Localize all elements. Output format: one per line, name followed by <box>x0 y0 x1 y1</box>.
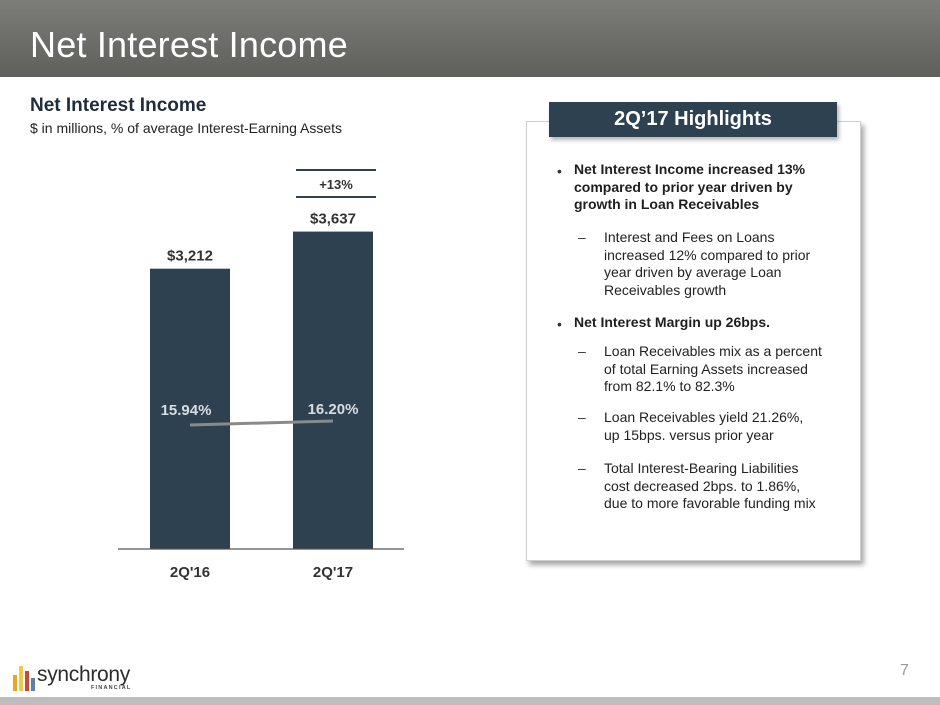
highlight-line: Total Interest-Bearing Liabilities <box>604 460 799 476</box>
title-bar: Net Interest Income <box>0 0 940 77</box>
highlight-line: from 82.1% to 82.3% <box>604 378 735 394</box>
synchrony-logo: synchrony FINANCIAL <box>12 662 172 694</box>
margin-line <box>189 419 334 427</box>
highlight-sub-4: Total Interest-Bearing Liabilities cost … <box>604 460 816 513</box>
highlight-line: growth in Loan Receivables <box>574 196 760 212</box>
dash-marker: – <box>578 343 586 359</box>
logo-text: synchrony <box>37 663 131 686</box>
page-title: Net Interest Income <box>30 24 348 65</box>
margin-label: 15.94% <box>161 402 212 419</box>
bullet-marker: • <box>557 163 562 179</box>
highlight-line: Receivables growth <box>604 281 727 298</box>
bar <box>150 268 230 549</box>
logo-bar-2 <box>19 666 23 691</box>
logo-bar-1 <box>13 675 17 691</box>
highlight-sub-1: Interest and Fees on Loans increased 12%… <box>604 229 810 299</box>
logo-subtext: FINANCIAL <box>91 685 132 691</box>
growth-callout: +13% <box>319 177 353 192</box>
highlights-panel <box>526 121 861 561</box>
bar-value-label: $3,212 <box>167 248 213 265</box>
bar-value-label: $3,637 <box>310 211 356 228</box>
logo-bar-4 <box>31 678 35 691</box>
highlight-line: Loan Receivables yield 21.26%, <box>604 409 804 425</box>
dash-marker: – <box>578 460 586 476</box>
highlight-sub-3: Loan Receivables yield 21.26%, up 15bps.… <box>604 409 803 444</box>
bar <box>293 231 373 549</box>
page-number: 7 <box>900 662 909 679</box>
highlights-header: 2Q’17 Highlights <box>549 102 837 137</box>
highlight-bullet-1: Net Interest Income increased 13% compar… <box>574 161 805 214</box>
highlight-line: Loan Receivables mix as a percent <box>604 343 822 359</box>
dash-marker: – <box>578 409 586 425</box>
highlight-sub-2: Loan Receivables mix as a percent of tot… <box>604 343 822 396</box>
highlight-line: due to more favorable funding mix <box>604 495 816 511</box>
bullet-marker: • <box>557 316 562 332</box>
highlight-line: year driven by average Loan <box>604 264 782 280</box>
highlight-line: Net Interest Margin up 26bps. <box>574 314 771 330</box>
highlight-line: Interest and Fees on Loans <box>604 229 775 245</box>
footer-bar <box>0 697 940 705</box>
highlight-line: up 15bps. versus prior year <box>604 426 774 443</box>
synchrony-logo-icon <box>13 666 35 691</box>
chart-title: Net Interest Income <box>30 95 207 116</box>
highlight-line: of total Earning Assets increased <box>604 360 808 377</box>
x-tick-label: 2Q'17 <box>313 564 353 581</box>
x-tick-label: 2Q'16 <box>170 564 210 581</box>
margin-label: 16.20% <box>308 401 359 418</box>
highlight-line: compared to prior year driven by <box>574 178 793 195</box>
chart-subtitle: $ in millions, % of average Interest-Ear… <box>30 120 343 136</box>
logo-bar-3 <box>25 671 29 691</box>
highlight-line: increased 12% compared to prior <box>604 246 811 263</box>
highlight-line: cost decreased 2bps. to 1.86%, <box>604 477 801 494</box>
bar-chart: $3,212 2Q'16 $3,637 2Q'17 15.94% 16.20% +13% <box>118 169 404 581</box>
highlight-bullet-2: Net Interest Margin up 26bps. <box>574 314 770 332</box>
dash-marker: – <box>578 229 586 245</box>
highlight-line: Net Interest Income increased 13% <box>574 161 806 177</box>
